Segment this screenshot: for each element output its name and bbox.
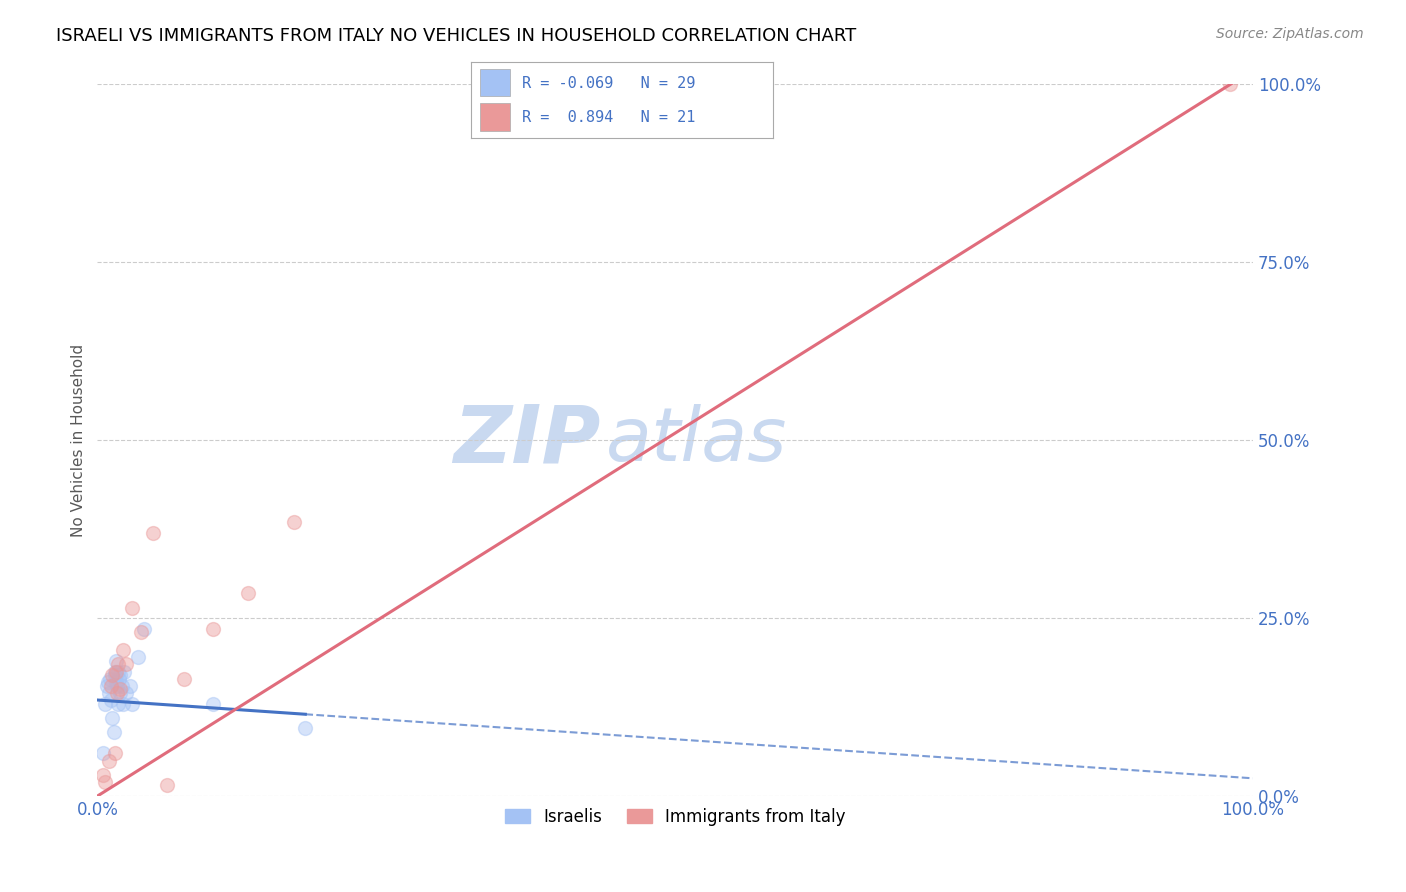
Point — [94, 697, 117, 711]
Point — [110, 668, 132, 682]
Point — [1219, 78, 1241, 92]
Point — [97, 675, 120, 690]
Point — [103, 725, 125, 739]
Point — [107, 657, 129, 672]
Point — [107, 697, 129, 711]
Point — [121, 600, 143, 615]
Point — [129, 625, 152, 640]
Point — [132, 622, 155, 636]
Point — [101, 711, 124, 725]
Point — [104, 665, 127, 679]
Point — [201, 622, 224, 636]
Point — [236, 586, 259, 600]
Point — [201, 697, 224, 711]
Point — [110, 682, 132, 697]
Bar — [479, 103, 510, 130]
Point — [104, 654, 127, 668]
Point — [101, 668, 124, 682]
Point — [111, 697, 134, 711]
Bar — [479, 69, 510, 95]
Text: R = -0.069   N = 29: R = -0.069 N = 29 — [523, 76, 696, 91]
Point — [105, 686, 128, 700]
Point — [110, 679, 132, 693]
Point — [97, 686, 120, 700]
Point — [142, 525, 165, 540]
Text: atlas: atlas — [606, 404, 787, 476]
Text: Source: ZipAtlas.com: Source: ZipAtlas.com — [1216, 27, 1364, 41]
Point — [121, 697, 143, 711]
Point — [294, 722, 316, 736]
Point — [98, 672, 121, 686]
Point — [110, 686, 132, 700]
Point — [115, 657, 138, 672]
Point — [173, 672, 195, 686]
Point — [111, 643, 134, 657]
Text: R =  0.894   N = 21: R = 0.894 N = 21 — [523, 111, 696, 125]
Text: ZIP: ZIP — [453, 401, 600, 479]
Point — [96, 679, 118, 693]
Point — [94, 775, 117, 789]
Legend: Israelis, Immigrants from Italy: Israelis, Immigrants from Italy — [496, 799, 853, 834]
Point — [156, 779, 179, 793]
Y-axis label: No Vehicles in Household: No Vehicles in Household — [72, 343, 86, 537]
Point — [97, 754, 120, 768]
Point — [107, 665, 129, 679]
Point — [91, 768, 114, 782]
Point — [112, 665, 135, 679]
Point — [104, 747, 127, 761]
Point — [283, 515, 305, 529]
Text: ISRAELI VS IMMIGRANTS FROM ITALY NO VEHICLES IN HOUSEHOLD CORRELATION CHART: ISRAELI VS IMMIGRANTS FROM ITALY NO VEHI… — [56, 27, 856, 45]
Point — [108, 672, 131, 686]
Point — [127, 650, 149, 665]
Point — [118, 679, 141, 693]
Point — [91, 747, 114, 761]
Point — [100, 693, 122, 707]
Point — [100, 679, 122, 693]
Point — [115, 686, 138, 700]
Point — [104, 668, 127, 682]
Point — [104, 675, 127, 690]
Point — [104, 665, 127, 679]
Point — [105, 679, 128, 693]
